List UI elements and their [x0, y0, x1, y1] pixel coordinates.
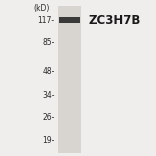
Text: 34-: 34-	[42, 91, 55, 100]
Text: 117-: 117-	[37, 16, 55, 25]
Text: 19-: 19-	[42, 136, 55, 145]
Bar	[58, 6, 81, 153]
Text: 48-: 48-	[42, 67, 55, 76]
Text: 85-: 85-	[42, 38, 55, 47]
Text: (kD): (kD)	[34, 4, 50, 13]
Text: 26-: 26-	[42, 112, 55, 122]
Text: ZC3H7B: ZC3H7B	[89, 14, 141, 27]
Bar	[58, 17, 80, 23]
